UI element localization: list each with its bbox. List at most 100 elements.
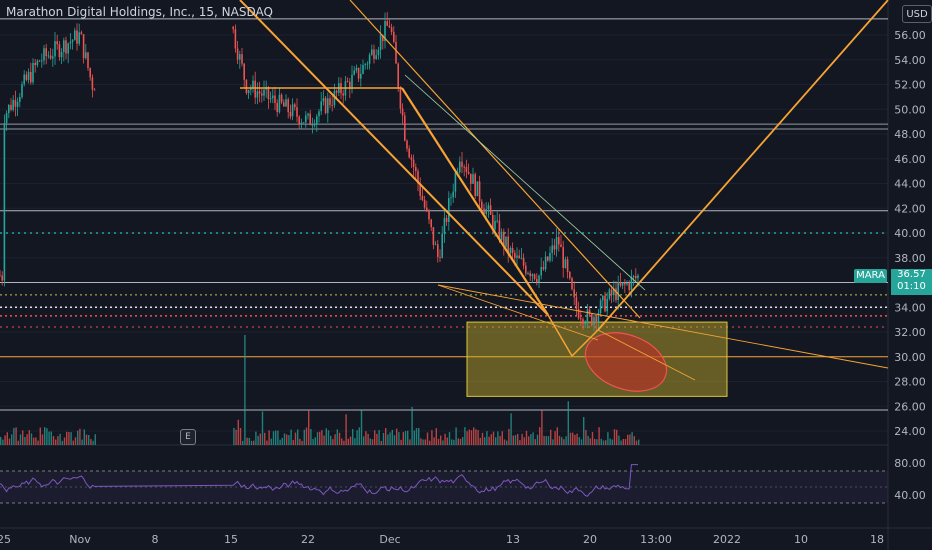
volume-bar [387, 434, 389, 445]
candle-body [254, 80, 256, 98]
volume-bar [609, 438, 611, 445]
volume-bar [92, 440, 94, 445]
candle-body [553, 245, 556, 250]
volume-bar [594, 438, 596, 445]
candle-body [606, 298, 608, 312]
volume-bar [475, 429, 477, 445]
volume-bar [59, 433, 61, 445]
candle-body [426, 207, 428, 211]
volume-bar [631, 432, 633, 445]
time-tick-label: Dec [379, 533, 400, 546]
volume-bar [618, 435, 620, 445]
volume-bar [495, 437, 497, 445]
volume-bar [411, 406, 413, 445]
volume-bar [297, 429, 299, 445]
volume-bar [563, 439, 565, 445]
candle-body [364, 64, 366, 66]
volume-bar [308, 410, 310, 445]
candle-body [25, 74, 28, 80]
trendline [437, 284, 599, 341]
earnings-icon[interactable]: E [180, 429, 196, 445]
candle-body [496, 220, 498, 222]
time-axis[interactable]: 25 Nov 8 15 22 Dec 13 20 13:00 2022 10 18 [0, 533, 884, 546]
candle-body [619, 282, 622, 286]
price-candles [0, 12, 639, 332]
time-tick-label: 13:00 [640, 533, 672, 546]
volume-bar [325, 428, 327, 445]
volume-bar [338, 432, 341, 445]
candle-body [386, 21, 388, 26]
volume-bar [448, 432, 451, 445]
volume-bar [389, 432, 391, 445]
volume-bar [288, 435, 290, 445]
volume-bar [8, 438, 11, 445]
volume-bar [281, 437, 283, 445]
candle-body [8, 104, 10, 114]
candle-body [595, 317, 597, 323]
candle-body [298, 116, 300, 125]
candle-body [355, 67, 358, 71]
candle-body [307, 113, 309, 116]
volume-bar [547, 436, 550, 445]
volume-bar [303, 429, 305, 445]
volume-bar [72, 440, 74, 445]
volume-bar [442, 440, 444, 445]
candle-body [375, 55, 377, 59]
volume-bar [44, 427, 46, 445]
volume-bar [382, 432, 385, 445]
candle-body [373, 49, 375, 59]
volume-bar [402, 432, 404, 445]
candle-body [465, 166, 468, 172]
volume-bar [464, 427, 466, 445]
candle-body [291, 104, 294, 117]
volume-bar [385, 428, 387, 445]
volume-bar [558, 435, 561, 445]
candle-body [56, 41, 58, 45]
volume-bar [371, 439, 374, 445]
candle-body [628, 283, 630, 291]
candle-body [586, 309, 589, 324]
currency-button[interactable]: USD [902, 5, 932, 23]
candle-body [518, 255, 520, 259]
candle-body [366, 63, 369, 65]
volume-bar [257, 435, 259, 445]
price-axis[interactable]: 56.00 54.00 52.00 50.00 48.00 46.00 44.00 42.00… [894, 29, 926, 502]
candle-body [560, 244, 562, 248]
candle-body [423, 200, 426, 208]
price-tick-label: 26.00 [894, 400, 926, 413]
candle-body [584, 323, 586, 324]
volume-bar [356, 430, 358, 445]
candle-body [82, 34, 85, 59]
volume-bar [299, 438, 301, 445]
volume-bar [90, 439, 92, 445]
price-tick-label: 50.00 [894, 103, 926, 116]
volume-bar [457, 438, 459, 445]
time-tick-label: Nov [69, 533, 91, 546]
candle-body [415, 167, 417, 172]
volume-bar [539, 427, 541, 445]
volume-bar [358, 427, 360, 445]
volume-bar [426, 432, 429, 445]
candle-body [492, 214, 494, 230]
candle-body [5, 113, 8, 124]
candle-body [597, 313, 600, 323]
volume-bar [413, 430, 415, 445]
candle-body [555, 237, 558, 250]
volume-bar [565, 436, 567, 445]
candle-body [294, 104, 296, 108]
volume-bar [435, 428, 437, 445]
volume-bar [77, 430, 79, 445]
candle-body [487, 205, 490, 210]
volume-bar [378, 429, 380, 445]
candle-body [38, 60, 41, 62]
candle-body [324, 98, 327, 114]
volume-bar [396, 428, 398, 445]
volume-bar [550, 429, 552, 445]
volume-bar [444, 433, 446, 445]
candle-body [21, 84, 23, 98]
volume-bar [336, 429, 338, 445]
candle-body [353, 70, 355, 75]
price-tick-label: 40.00 [894, 227, 926, 240]
